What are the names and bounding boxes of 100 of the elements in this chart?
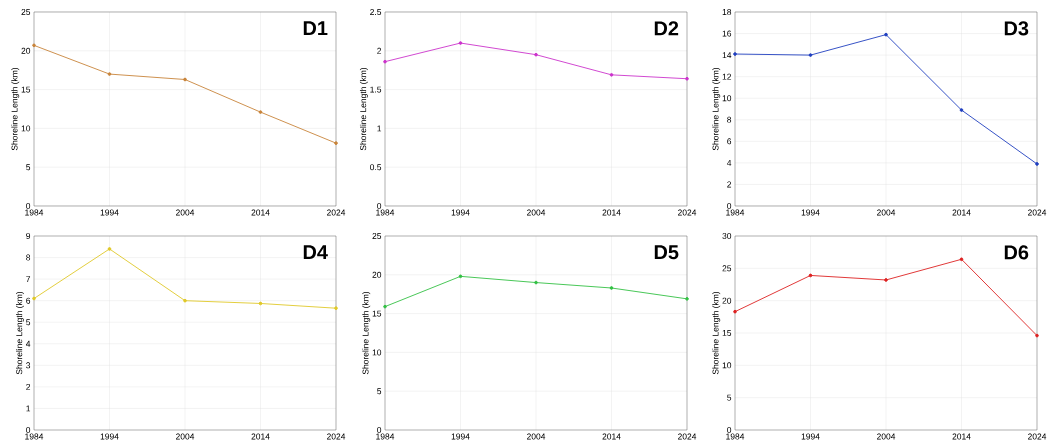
y-tick-label: 2 <box>26 383 31 390</box>
y-tick-label: 4 <box>726 159 732 166</box>
y-tick-label: 16 <box>722 30 732 37</box>
y-tick-label: 15 <box>372 310 382 317</box>
point <box>107 247 112 251</box>
point <box>334 306 338 311</box>
point <box>959 257 964 262</box>
y-tick-label: 25 <box>372 233 382 239</box>
y-tick-label: 25 <box>722 265 732 272</box>
point <box>884 32 888 37</box>
y-axis-title: Shoreline Length (km) <box>16 291 24 375</box>
x-tick-label: 1994 <box>100 209 119 216</box>
chart-title: D1 <box>303 21 328 36</box>
y-axis-title: Shoreline Length (km) <box>362 291 371 375</box>
y-tick-label: 30 <box>722 233 732 239</box>
x-tick-label: 2004 <box>877 209 896 216</box>
x-tick-label: 2004 <box>176 433 195 440</box>
point <box>1035 162 1039 166</box>
x-tick-label: 2024 <box>327 209 346 216</box>
y-tick-label: 5 <box>26 164 31 171</box>
y-tick-label: 15 <box>722 330 732 336</box>
x-tick-label: 1994 <box>451 209 470 216</box>
point <box>884 278 888 282</box>
x-tick-label: 1984 <box>25 433 44 440</box>
y-axis-title: Shoreline Length (km) <box>359 67 368 151</box>
x-tick-label: 2024 <box>1028 433 1047 440</box>
y-tick-label: 20 <box>21 47 31 54</box>
x-tick-label: 2014 <box>952 433 971 440</box>
point <box>183 77 187 82</box>
point <box>808 273 813 278</box>
y-tick-label: 25 <box>21 9 31 15</box>
x-tick-label: 2024 <box>678 209 697 216</box>
y-tick-label: 10 <box>722 362 732 369</box>
point <box>458 41 463 45</box>
x-tick-label: 2024 <box>1028 209 1047 216</box>
x-tick-label: 2014 <box>952 209 971 216</box>
point <box>534 280 538 285</box>
x-tick-label: 2024 <box>327 433 346 440</box>
point <box>609 286 614 290</box>
y-tick-label: 5 <box>377 388 382 395</box>
y-tick-label: 6 <box>727 138 732 145</box>
x-tick-label: 1984 <box>376 209 395 216</box>
chart-title: D3 <box>1004 21 1029 36</box>
y-tick-label: 8 <box>26 254 31 261</box>
y-tick-label: 3 <box>26 362 31 369</box>
y-axis-title: Shoreline Length (km) <box>11 67 20 151</box>
y-tick-label: 7 <box>26 276 31 283</box>
y-tick-label: 4 <box>25 340 31 347</box>
point <box>534 52 538 57</box>
y-tick-label: 2.5 <box>370 9 382 15</box>
x-tick-label: 2014 <box>602 433 621 440</box>
point <box>733 309 737 314</box>
point <box>32 296 36 301</box>
x-tick-label: 2014 <box>602 209 621 216</box>
point <box>609 73 614 77</box>
x-tick-label: 1994 <box>451 433 470 440</box>
point <box>183 298 187 303</box>
x-tick-label: 2014 <box>251 209 270 216</box>
y-tick-label: 10 <box>372 349 382 356</box>
y-tick-label: 0 <box>377 203 382 209</box>
y-tick-label: 0 <box>727 427 732 433</box>
y-tick-label: 18 <box>722 9 732 15</box>
y-tick-label: 2 <box>727 181 732 188</box>
y-tick-label: 0 <box>377 427 382 433</box>
y-axis-title: Shoreline Length (km) <box>712 67 721 151</box>
x-tick-label: 2024 <box>678 433 697 440</box>
y-tick-label: 1.5 <box>370 86 382 93</box>
point <box>258 301 263 306</box>
point <box>808 53 813 57</box>
point <box>334 141 338 145</box>
chart-title: D6 <box>1004 245 1029 260</box>
x-tick-label: 1984 <box>25 209 44 216</box>
x-tick-label: 1984 <box>376 433 395 440</box>
y-tick-label: 0.5 <box>370 164 382 171</box>
chart-title: D5 <box>654 245 679 260</box>
point <box>685 76 689 81</box>
point <box>383 304 387 309</box>
y-tick-label: 0 <box>26 427 31 433</box>
x-tick-label: 1984 <box>726 433 745 440</box>
y-tick-label: 10 <box>21 125 31 132</box>
y-tick-label: 8 <box>727 116 732 123</box>
x-tick-label: 2004 <box>877 433 896 440</box>
x-tick-label: 1994 <box>801 209 820 216</box>
y-tick-label: 6 <box>26 297 31 304</box>
y-tick-label: 9 <box>26 233 31 239</box>
x-tick-label: 1994 <box>100 433 119 440</box>
y-axis-title: Shoreline Length (km) <box>712 291 721 375</box>
x-tick-label: 1994 <box>801 433 820 440</box>
point <box>733 52 737 56</box>
y-tick-label: 5 <box>26 319 31 326</box>
point <box>959 108 964 112</box>
x-tick-label: 2004 <box>527 209 546 216</box>
y-tick-label: 0 <box>26 203 31 209</box>
y-tick-label: 12 <box>722 73 732 80</box>
y-tick-label: 20 <box>722 297 732 304</box>
y-tick-label: 0 <box>727 203 732 209</box>
x-tick-label: 2014 <box>251 433 270 440</box>
chart-title: D4 <box>303 245 328 260</box>
chart-title: D2 <box>654 21 679 36</box>
y-tick-label: 14 <box>722 52 732 59</box>
